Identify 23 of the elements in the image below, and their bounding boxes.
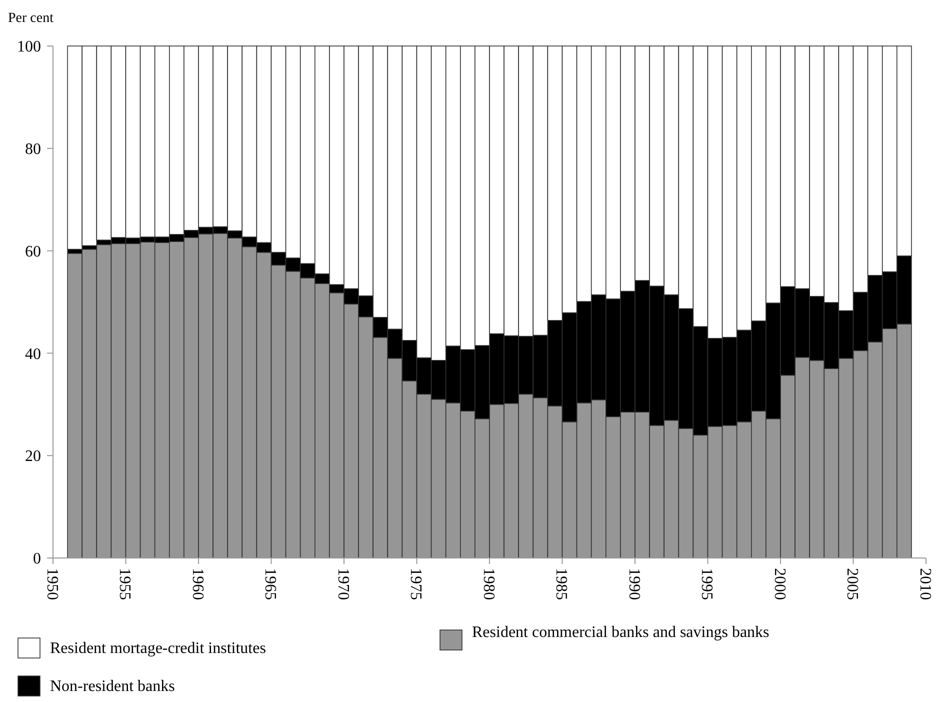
y-tick-label: 0 — [33, 550, 41, 568]
x-tick-label: 2005 — [844, 568, 861, 600]
y-tick-label: 60 — [25, 243, 41, 260]
x-tick-label: 1965 — [262, 568, 279, 600]
x-tick-label: 1975 — [407, 568, 424, 600]
x-tick-label: 1995 — [698, 568, 716, 600]
x-tick-label: 1955 — [116, 568, 134, 600]
x-tick-label: 2000 — [770, 568, 788, 600]
legend-label: Resident mortage-credit institutes — [50, 640, 266, 657]
x-tick-label: 1950 — [43, 568, 60, 600]
y-tick-label: 20 — [25, 448, 41, 466]
x-tick-label: 1980 — [480, 568, 497, 600]
legend-label: Non-resident banks — [50, 678, 175, 695]
x-tick-label: 1960 — [188, 568, 206, 600]
y-tick-label: 100 — [17, 38, 41, 56]
x-tick-label: 1990 — [625, 568, 642, 600]
x-tick-label: 1985 — [552, 568, 570, 600]
y-tick-label: 80 — [25, 141, 41, 158]
x-tick-label: 2010 — [916, 568, 934, 600]
legend-label: Resident commercial banks and savings banks — [472, 624, 770, 641]
y-axis-title: Per cent — [8, 11, 54, 26]
y-tick-label: 40 — [25, 346, 41, 363]
x-tick-label: 1970 — [334, 568, 352, 600]
